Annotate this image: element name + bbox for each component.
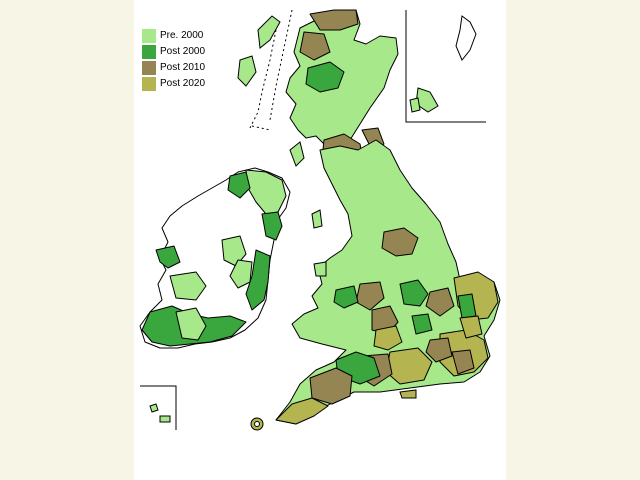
skye bbox=[237, 55, 257, 87]
legend-swatch-post-2010 bbox=[142, 60, 156, 75]
ireland-region-post2000-w bbox=[155, 245, 181, 269]
inset-frame-ne bbox=[405, 10, 486, 123]
mull bbox=[289, 141, 305, 167]
legend-swatch-post-2000 bbox=[142, 44, 156, 59]
legend-item-post-2020: Post 2020 bbox=[142, 76, 222, 91]
inset-shetland bbox=[405, 10, 486, 123]
scotland-region-post2010-nw bbox=[299, 31, 331, 61]
anglesey bbox=[313, 261, 327, 277]
england-region-post2020-cw bbox=[373, 325, 403, 351]
england-region-post2010-ne bbox=[451, 349, 475, 375]
guernsey bbox=[149, 403, 159, 413]
legend-item-post-2000: Post 2000 bbox=[142, 44, 222, 59]
legend-label-pre-2000: Pre. 2000 bbox=[160, 30, 204, 41]
shetland bbox=[455, 15, 477, 61]
england-region-post2010-north bbox=[381, 227, 419, 257]
ireland-region-pre2000-s bbox=[175, 307, 207, 341]
sea-boundary-1 bbox=[249, 29, 277, 129]
scotland-outline bbox=[285, 9, 399, 151]
legend: Pre. 2000 Post 2000 Post 2010 Post 2020 bbox=[142, 28, 222, 92]
england-region-post2010-london bbox=[425, 337, 453, 363]
legend-label-post-2000: Post 2000 bbox=[160, 46, 206, 57]
sea-boundary-3 bbox=[251, 125, 271, 131]
scilly-marker bbox=[250, 417, 264, 431]
england-region-post2000-mid bbox=[399, 279, 429, 307]
inset-frame-sw bbox=[140, 385, 177, 430]
england-region-post2020-mid bbox=[459, 315, 483, 339]
scotland-region-post2010-n bbox=[309, 9, 359, 31]
legend-swatch-pre-2000 bbox=[142, 28, 156, 43]
jersey bbox=[159, 415, 171, 423]
ireland-region-post2000-east bbox=[261, 211, 283, 241]
legend-item-pre-2000: Pre. 2000 bbox=[142, 28, 222, 43]
legend-label-post-2020: Post 2020 bbox=[160, 78, 206, 89]
scotland-region-post2000-mid bbox=[305, 61, 345, 93]
england-region-post2000-mid2 bbox=[411, 313, 433, 335]
isle-of-wight bbox=[399, 389, 417, 399]
ireland-region-post2000-north bbox=[227, 171, 251, 199]
legend-label-post-2010: Post 2010 bbox=[160, 62, 206, 73]
legend-item-post-2010: Post 2010 bbox=[142, 60, 222, 75]
orkney-small bbox=[409, 97, 421, 113]
ireland-region-pre2000-e2 bbox=[229, 259, 253, 289]
ireland-region-post2000-se bbox=[245, 249, 271, 311]
ireland-region-pre2000-sw bbox=[169, 271, 207, 301]
england-region-post2010-ea bbox=[425, 287, 455, 317]
england-region-post2000-wales bbox=[333, 285, 359, 309]
western-isles bbox=[257, 15, 281, 49]
england-region-post2020-sw bbox=[275, 397, 329, 425]
inset-channel-islands bbox=[140, 385, 177, 430]
legend-swatch-post-2020 bbox=[142, 76, 156, 91]
isle-of-man bbox=[311, 209, 323, 229]
